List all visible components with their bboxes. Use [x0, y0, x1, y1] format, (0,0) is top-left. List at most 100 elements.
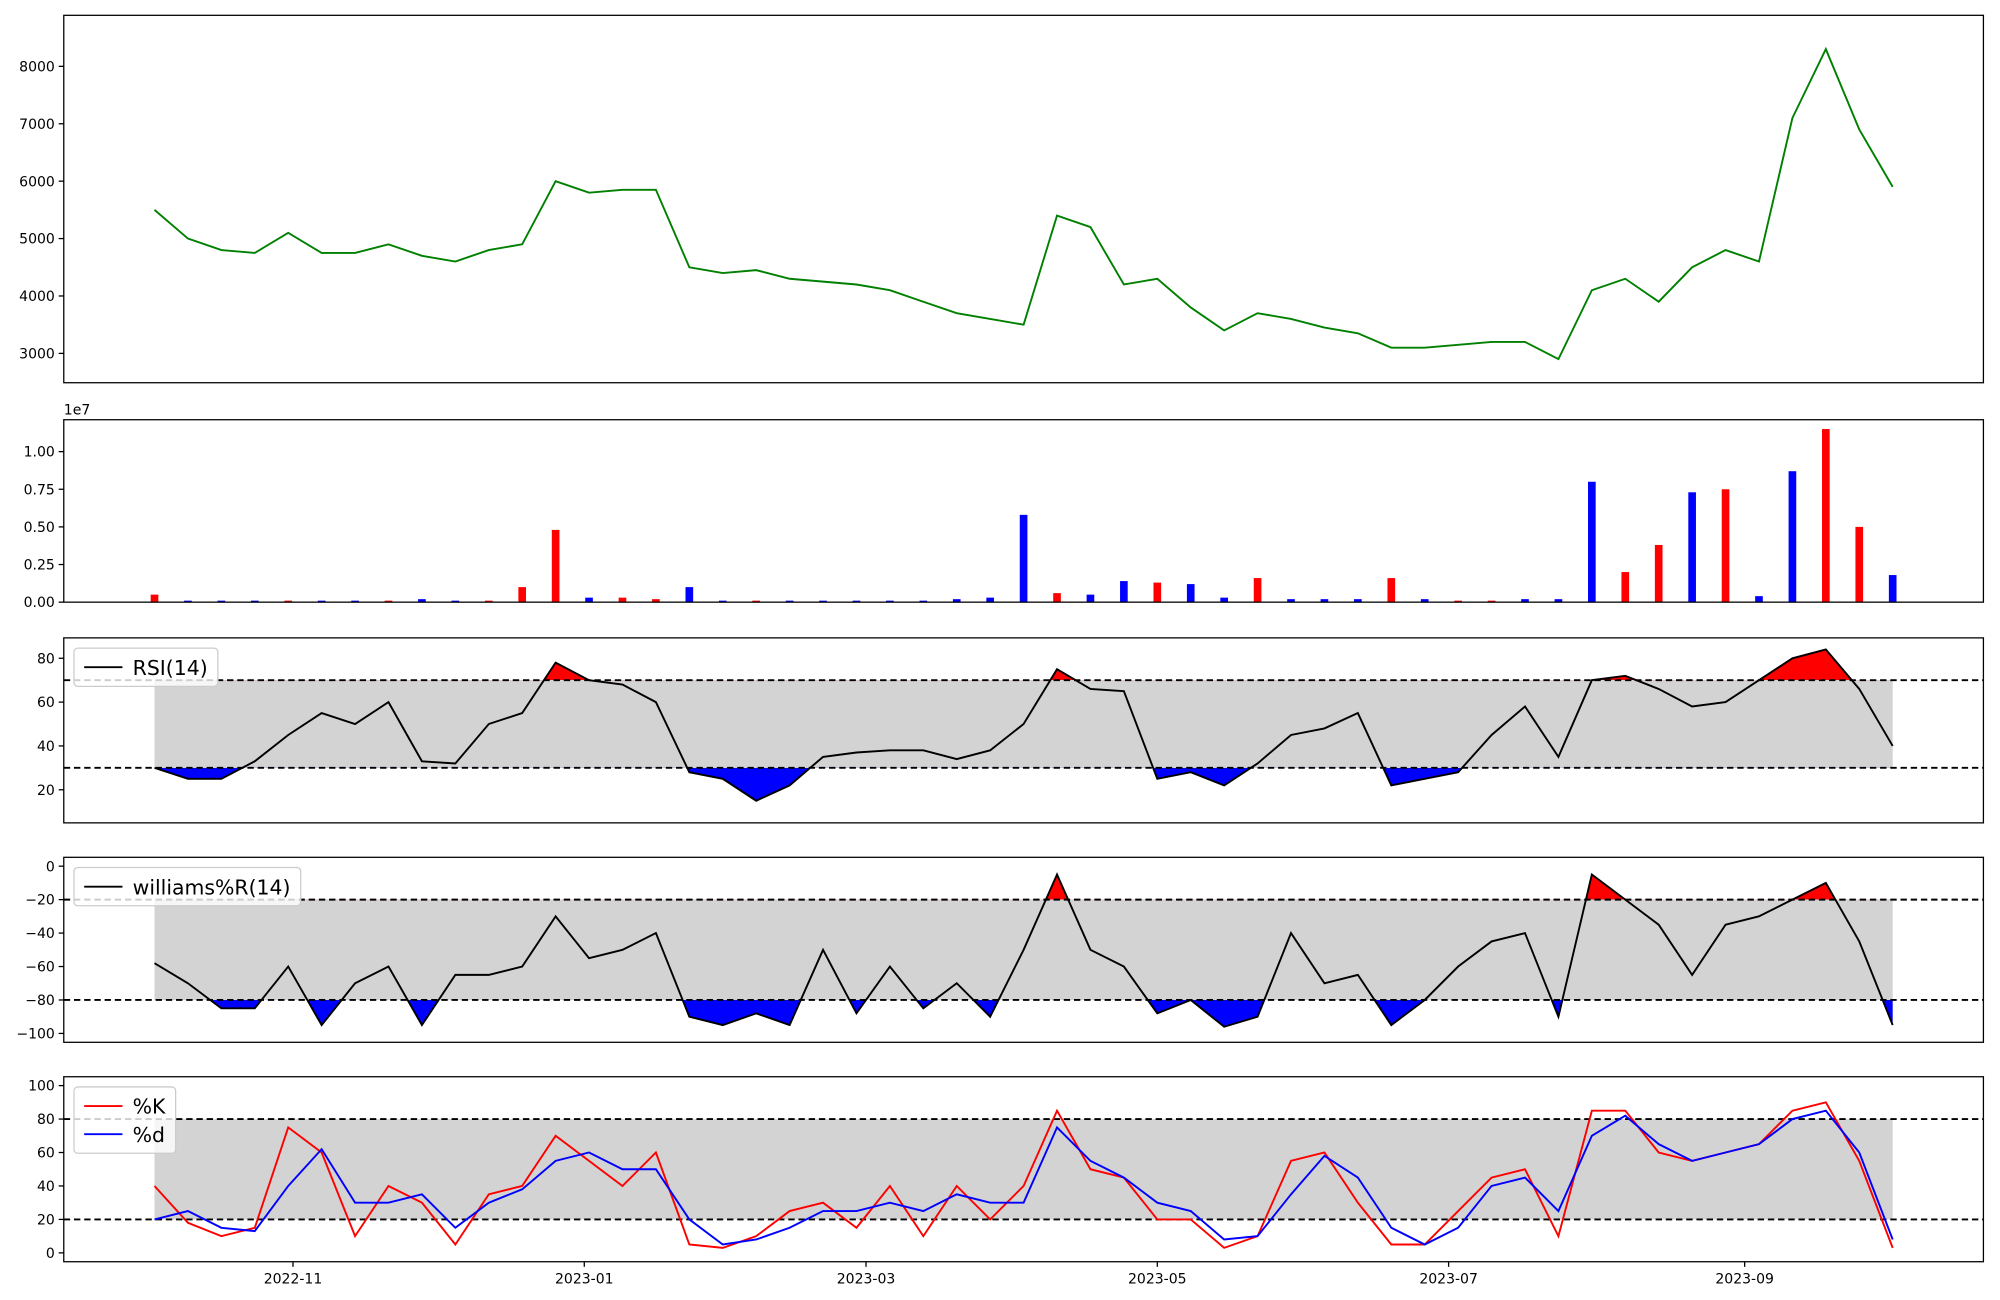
panel: 0.00 0.25 0.50 0.75 1.00 1e7 — [24, 403, 1985, 611]
legend: RSI(14) — [73, 647, 219, 687]
volume-bar — [952, 599, 961, 603]
volume-bar — [1788, 471, 1797, 603]
series-line — [154, 648, 1894, 802]
volume-bar — [1621, 572, 1630, 603]
panel: 20 40 60 80 RSI(14) — [37, 637, 1985, 824]
y-tick-label: −40 — [25, 926, 55, 942]
volume-bar — [518, 587, 527, 603]
y-tick-label: −100 — [16, 1027, 54, 1043]
volume-bar — [1755, 596, 1763, 603]
neutral-band — [154, 1119, 1893, 1220]
series-line — [153, 1101, 1894, 1249]
volume-bar — [1387, 578, 1396, 603]
volume-bar — [1019, 514, 1028, 603]
legend-box — [73, 866, 302, 907]
y-tick-label: 5000 — [19, 232, 55, 248]
oversold-fill — [154, 999, 1893, 1027]
y-tick-label: 80 — [37, 1112, 55, 1128]
volume-bar — [785, 600, 794, 603]
y-tick-label: 0.75 — [24, 482, 55, 498]
volume-bar — [886, 600, 894, 603]
x-tick-label: 2023-03 — [837, 1271, 896, 1287]
y-tick-label: 0 — [46, 859, 55, 875]
volume-bar — [1420, 599, 1429, 603]
volume-bar — [1120, 581, 1128, 603]
series-line — [153, 46, 1894, 361]
volume-bar — [1086, 594, 1095, 603]
legend-label: williams%R(14) — [133, 875, 291, 899]
volume-bar — [184, 600, 192, 603]
volume-bar — [351, 600, 359, 603]
y-tick-label: 4000 — [19, 289, 55, 305]
volume-bar — [418, 599, 426, 603]
volume-bar — [484, 600, 493, 603]
volume-bar — [1354, 599, 1362, 603]
axes-frame — [63, 1076, 1985, 1263]
y-tick-label: 20 — [37, 783, 55, 799]
volume-bar — [1521, 599, 1529, 603]
volume-bar — [718, 600, 727, 603]
y-tick-label: 60 — [37, 1146, 55, 1162]
volume-bar — [317, 600, 326, 603]
y-tick-label: −20 — [25, 893, 55, 909]
x-tick-label: 2023-09 — [1715, 1271, 1774, 1287]
volume-bar — [1588, 481, 1596, 603]
y-tick-label: 0.25 — [24, 558, 55, 574]
volume-bar — [1053, 593, 1061, 603]
y-tick-label: 0.00 — [24, 595, 55, 611]
legend-label: %K — [133, 1095, 166, 1119]
series-line — [154, 872, 1894, 1028]
y-tick-label: 7000 — [19, 117, 55, 133]
y-tick-label: −60 — [25, 960, 55, 976]
panel: 3000 4000 5000 6000 7000 8000 — [19, 14, 1985, 384]
volume-bar — [819, 600, 827, 603]
y-tick-label: 80 — [37, 651, 55, 667]
volume-bar — [852, 600, 861, 603]
volume-bar — [1888, 575, 1897, 603]
x-tick-label: 2022-11 — [264, 1271, 323, 1287]
volume-bar — [451, 600, 460, 603]
y-tick-label: 40 — [37, 739, 55, 755]
axes-frame — [63, 856, 1985, 1043]
volume-bar — [1855, 526, 1864, 603]
volume-bar — [752, 600, 761, 603]
panel: −100 −80 −60 −40 −20 0 williams%R(14) — [16, 856, 1985, 1043]
volume-bar — [217, 600, 226, 603]
x-tick-label: 2023-01 — [555, 1271, 614, 1287]
volume-bar — [250, 600, 259, 603]
x-tick-label: 2023-07 — [1419, 1271, 1478, 1287]
axes-frame — [63, 419, 1985, 603]
offset-label: 1e7 — [64, 403, 90, 419]
y-tick-label: −80 — [25, 993, 55, 1009]
volume-bar — [986, 597, 994, 603]
volume-bar — [1554, 599, 1563, 603]
axes-frame — [63, 637, 1985, 824]
y-tick-label: 20 — [37, 1213, 55, 1229]
volume-bar — [150, 594, 159, 603]
volume-bar — [919, 600, 928, 603]
y-tick-label: 3000 — [19, 346, 55, 362]
y-tick-label: 1.00 — [24, 445, 55, 461]
volume-bar — [1153, 582, 1162, 603]
volume-bar — [551, 529, 560, 603]
volume-bar — [1220, 597, 1228, 603]
volume-bar — [1654, 544, 1663, 603]
series-line — [154, 1109, 1894, 1246]
volume-bar — [384, 600, 393, 603]
volume-bar — [1721, 489, 1730, 603]
x-tick-label: 2023-05 — [1128, 1271, 1187, 1287]
volume-bar — [1253, 578, 1262, 603]
y-tick-label: 6000 — [19, 174, 55, 190]
volume-bar — [585, 597, 593, 603]
legend-label: %d — [133, 1123, 165, 1147]
volume-bar — [1822, 429, 1830, 603]
volume-bar — [1454, 600, 1462, 603]
y-tick-label: 40 — [37, 1179, 55, 1195]
y-tick-label: 0 — [46, 1246, 55, 1262]
y-tick-label: 60 — [37, 695, 55, 711]
volume-bar — [1688, 492, 1696, 603]
legend: %K %d — [73, 1086, 177, 1154]
volume-bar — [685, 587, 694, 603]
legend-box — [73, 647, 219, 687]
